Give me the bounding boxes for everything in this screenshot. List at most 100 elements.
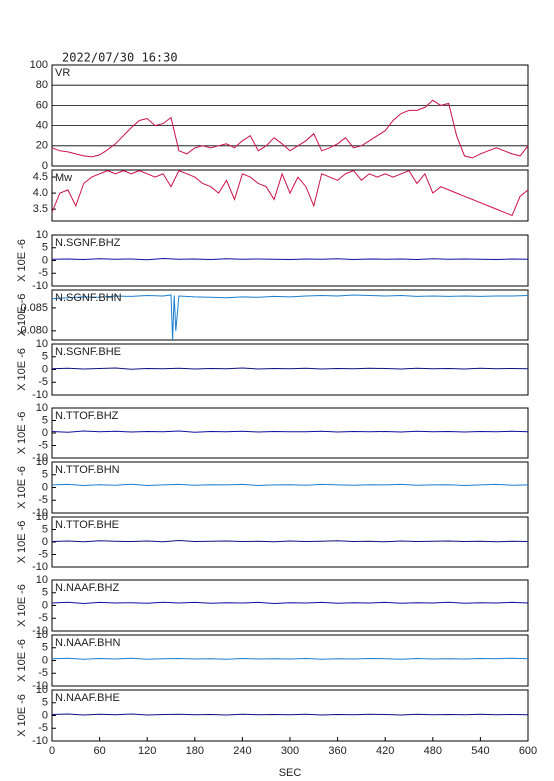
y-tick-label: -5 — [38, 667, 48, 679]
y-axis-label: X 10E -6 — [16, 239, 28, 282]
y-tick-label: 10 — [36, 456, 48, 468]
y-tick-label: -10 — [32, 625, 48, 637]
y-axis-label: X 10E -6 — [16, 521, 28, 564]
y-tick-label: 5 — [42, 414, 48, 426]
y-tick-label: -5 — [38, 267, 48, 279]
y-tick-label: 100 — [30, 59, 48, 71]
panel-frame — [51, 407, 529, 459]
y-tick-label: 10 — [36, 402, 48, 414]
series-label: N.TTOF.BHZ — [55, 410, 119, 422]
y-tick-label: -10 — [32, 735, 48, 747]
x-tick-label: 0 — [49, 745, 55, 757]
y-axis-label: X 10E -6 — [16, 412, 28, 455]
y-tick-label: 10 — [36, 629, 48, 641]
y-tick-label: -10 — [32, 561, 48, 573]
y-tick-label: -5 — [38, 548, 48, 560]
y-tick-label: 10 — [36, 684, 48, 696]
x-tick-label: 540 — [471, 745, 489, 757]
x-tick-label: 360 — [328, 745, 346, 757]
y-tick-label: 5 — [42, 351, 48, 363]
y-tick-label: 4.5 — [33, 171, 48, 183]
y-tick-label: 10 — [36, 511, 48, 523]
series-label: Mw — [55, 172, 72, 184]
series-line — [51, 294, 529, 341]
series-line — [51, 367, 529, 370]
series-line — [51, 430, 529, 433]
series-line — [51, 169, 529, 217]
x-tick-label: 120 — [138, 745, 156, 757]
y-axis-label: X 10E -6 — [16, 584, 28, 627]
series-line — [51, 483, 529, 487]
y-tick-label: 5 — [42, 642, 48, 654]
y-tick-label: -10 — [32, 280, 48, 292]
y-tick-label: 0 — [42, 536, 48, 548]
y-tick-label: 0 — [42, 427, 48, 439]
y-tick-label: 5 — [42, 242, 48, 254]
y-tick-label: 5 — [42, 587, 48, 599]
y-axis-label: X 10E -6 — [16, 639, 28, 682]
y-tick-label: 5 — [42, 697, 48, 709]
y-axis-label: X 10E -6 — [16, 466, 28, 509]
y-tick-label: 5 — [42, 523, 48, 535]
y-tick-label: 5 — [42, 469, 48, 481]
series-line — [51, 713, 529, 716]
y-tick-label: 0.080 — [20, 325, 48, 337]
y-tick-label: -10 — [32, 389, 48, 401]
panel-frame — [51, 689, 529, 742]
series-label: N.SGNF.BHE — [55, 346, 121, 358]
panel-frame — [51, 289, 529, 341]
panel-frame — [51, 64, 529, 167]
y-tick-label: 0 — [42, 254, 48, 266]
y-tick-label: 3.5 — [33, 203, 48, 215]
y-tick-label: 4.0 — [33, 187, 48, 199]
series-label: N.NAAF.BHE — [55, 692, 120, 704]
y-tick-label: -5 — [38, 722, 48, 734]
panel-frame — [51, 634, 529, 687]
y-tick-label: 80 — [36, 79, 48, 91]
x-tick-label: 60 — [93, 745, 105, 757]
panel-frame — [51, 234, 529, 287]
y-tick-label: 0 — [42, 481, 48, 493]
y-tick-label: 10 — [36, 229, 48, 241]
series-label: VR — [55, 67, 70, 79]
x-tick-label: 300 — [281, 745, 299, 757]
y-tick-label: -5 — [38, 612, 48, 624]
x-tick-label: 180 — [186, 745, 204, 757]
series-label: N.NAAF.BHN — [55, 637, 120, 649]
series-line — [51, 257, 529, 261]
y-tick-label: 60 — [36, 99, 48, 111]
y-tick-label: -10 — [32, 507, 48, 519]
y-tick-label: 0 — [42, 160, 48, 172]
panel-frame — [51, 169, 529, 222]
y-tick-label: -10 — [32, 680, 48, 692]
y-tick-label: 20 — [36, 140, 48, 152]
y-tick-label: 0 — [42, 363, 48, 375]
y-tick-label: 0.085 — [20, 302, 48, 314]
y-tick-label: -10 — [32, 452, 48, 464]
y-axis-label: X 10E -6 — [16, 694, 28, 737]
x-tick-label: 240 — [233, 745, 251, 757]
y-axis-label: X 10E -6 — [16, 348, 28, 391]
y-tick-label: -5 — [38, 376, 48, 388]
series-line — [51, 99, 529, 159]
x-tick-label: 480 — [424, 745, 442, 757]
y-tick-label: -5 — [38, 494, 48, 506]
y-tick-label: -5 — [38, 439, 48, 451]
panel-frame — [51, 343, 529, 396]
y-tick-label: 0 — [42, 654, 48, 666]
y-tick-label: 40 — [36, 120, 48, 132]
y-tick-label: 10 — [36, 338, 48, 350]
chart-title: 2022/07/30 16:30 — [62, 51, 178, 65]
y-tick-label: 10 — [36, 574, 48, 586]
series-line — [51, 601, 529, 605]
series-label: N.NAAF.BHZ — [55, 582, 119, 594]
y-tick-label: 0 — [42, 599, 48, 611]
y-tick-label: 0 — [42, 709, 48, 721]
x-tick-label: 600 — [519, 745, 537, 757]
series-line — [51, 657, 529, 660]
y-axis-label: X 10E -6 — [16, 294, 28, 337]
x-axis-label: SEC — [279, 767, 302, 779]
series-label: N.TTOF.BHE — [55, 519, 119, 531]
